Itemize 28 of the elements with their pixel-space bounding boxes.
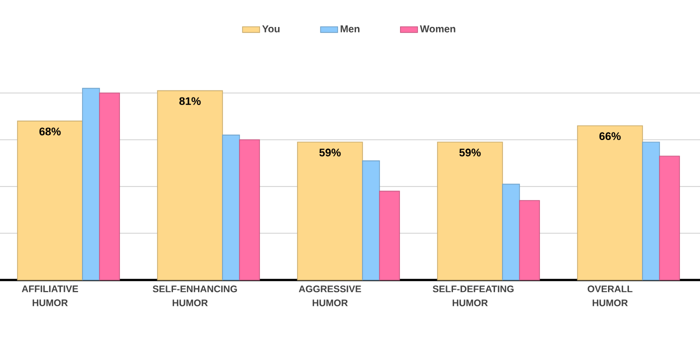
x-tick-label: OVERALL HUMOR — [588, 286, 632, 306]
data-label: 81% — [179, 97, 201, 105]
bar — [17, 120, 83, 280]
x-tick-label: AFFILIATIVE HUMOR — [22, 286, 78, 306]
bar — [577, 125, 643, 280]
bar — [362, 160, 380, 280]
legend-label: Women — [420, 25, 456, 32]
bar — [82, 88, 100, 280]
bar — [297, 142, 363, 280]
bar — [99, 92, 120, 280]
bar — [157, 90, 223, 280]
bar — [659, 156, 680, 280]
bar — [222, 134, 240, 280]
bar — [642, 142, 660, 280]
data-label: 66% — [599, 132, 621, 140]
x-tick-label: SELF-ENHANCING HUMOR — [152, 286, 237, 306]
data-label: 59% — [459, 148, 481, 156]
legend-label: You — [262, 25, 280, 32]
legend-label: Men — [340, 25, 360, 32]
bar — [437, 142, 503, 280]
data-label: 68% — [39, 128, 61, 136]
x-tick-label: SELF-DEFEATING HUMOR — [432, 286, 514, 306]
data-label: 59% — [319, 148, 341, 156]
bar — [502, 184, 520, 280]
x-tick-label: AGGRESSIVE HUMOR — [298, 286, 362, 306]
bar — [239, 139, 260, 280]
bar — [519, 200, 540, 280]
bar — [379, 190, 400, 280]
